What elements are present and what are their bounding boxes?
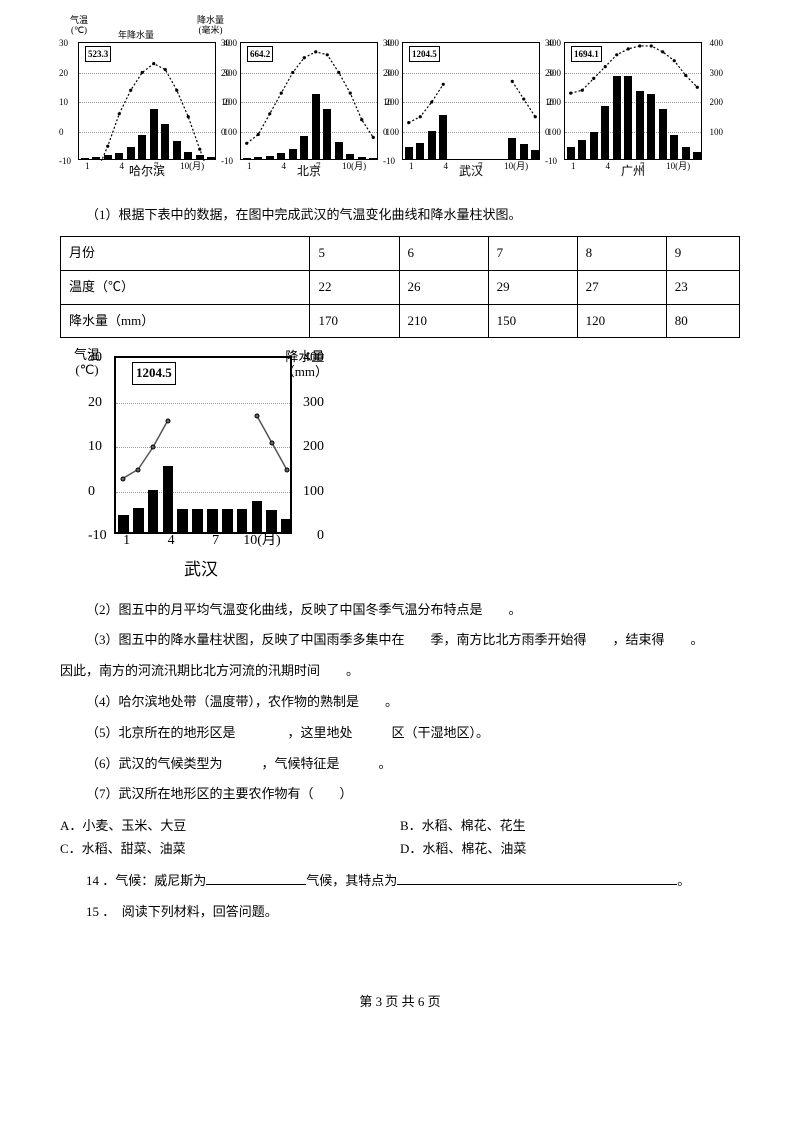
table-row: 温度（℃）2226292723 [61,270,740,304]
option-a[interactable]: A．小麦、玉米、大豆 [60,815,400,838]
y-right-tick: 0 [317,525,324,547]
y-right-tick: 400 [710,36,724,50]
annual-value: 664.2 [247,46,273,62]
annual-value: 1204.5 [409,46,440,62]
y-left-tick: 20 [545,65,554,79]
table-cell: 6 [399,236,488,270]
mini-plot: 664.23020100-1040030020010014710(月) [240,42,378,160]
y-left-tick: -10 [545,154,557,168]
y-left-tick: 30 [383,36,392,50]
option-c[interactable]: C．水稻、甜菜、油菜 [60,838,400,861]
question-1: （1）根据下表中的数据，在图中完成武汉的气温变化曲线和降水量柱状图。 [60,205,740,226]
table-cell: 29 [488,270,577,304]
table-cell: 80 [666,304,739,338]
table-cell: 9 [666,236,739,270]
mini-charts-row: 气温(℃)年降水量降水量(毫米)523.33020100-10400300200… [78,42,740,181]
table-cell: 月份 [61,236,310,270]
y-left-tick: 0 [88,481,95,503]
table-cell: 150 [488,304,577,338]
page-footer: 第 3 页 共 6 页 [60,992,740,1013]
y-right-tick: 400 [303,347,324,369]
wuhan-data-table: 月份56789温度（℃）2226292723降水量（mm）17021015012… [60,236,740,338]
y-right-tick: 300 [303,392,324,414]
question-6: （6）武汉的气候类型为 ，气候特征是 。 [60,754,740,775]
y-left-tick: 20 [88,392,102,414]
y-left-tick: 10 [88,436,102,458]
question-2: （2）图五中的月平均气温变化曲线，反映了中国冬季气温分布特点是 。 [60,600,740,621]
question-3a: （3）图五中的降水量柱状图，反映了中国雨季多集中在 季，南方比北方雨季开始得 ，… [60,630,740,651]
mini-plot: 1204.53020100-1040030020010014710(月) [402,42,540,160]
annual-value: 1694.1 [571,46,602,62]
option-b[interactable]: B．水稻、棉花、花生 [400,815,740,838]
y-right-tick: 300 [710,65,724,79]
table-cell: 22 [310,270,399,304]
y-left-tick: 0 [59,124,64,138]
table-cell: 降水量（mm） [61,304,310,338]
mini-plot: 523.33020100-1040030020010014710(月) [78,42,216,160]
y-right-tick: 100 [710,124,724,138]
temp-point [284,467,289,472]
y-left-tick: 30 [545,36,554,50]
y-left-tick: 10 [383,95,392,109]
table-cell: 8 [577,236,666,270]
big-plot-area: 1204.5 降水量（mm） 3020100-10400300200100014… [114,356,292,534]
table-cell: 温度（℃） [61,270,310,304]
annual-precip-label: 1204.5 [132,362,176,385]
mini-chart-武汉: 1204.53020100-1040030020010014710(月)武汉 [402,42,540,181]
y-right-tick: 200 [303,436,324,458]
y-right-tick: 100 [303,481,324,503]
y-left-tick: 30 [88,347,102,369]
y-left-tick: 20 [221,65,230,79]
y-left-tick: 20 [59,65,68,79]
annual-value: 523.3 [85,46,111,62]
y-left-tick: 10 [59,95,68,109]
option-d[interactable]: D．水稻、棉花、油菜 [400,838,740,861]
y-left-tick: -10 [383,154,395,168]
mini-chart-北京: 664.23020100-1040030020010014710(月)北京 [240,42,378,181]
y-left-tick: 0 [545,124,550,138]
temp-point [136,467,141,472]
y-left-tick: 10 [545,95,554,109]
question-4: （4）哈尔滨地处带（温度带），农作物的熟制是 。 [60,692,740,713]
big-chart-container: 气温(℃) 1204.5 降水量（mm） 3020100-10400300200… [78,356,740,583]
temp-point [254,414,259,419]
temp-label: 气温(℃) [70,16,88,36]
q7-options: A．小麦、玉米、大豆 B．水稻、棉花、花生 C．水稻、甜菜、油菜 D．水稻、棉花… [60,815,740,861]
y-left-tick: 0 [221,124,226,138]
y-left-tick: 20 [383,65,392,79]
precip-label: 降水量(毫米) [197,16,224,36]
y-right-tick: 200 [710,95,724,109]
annual-precip-heading: 年降水量 [118,28,154,42]
temp-point [151,445,156,450]
temp-point [269,440,274,445]
y-left-tick: 0 [383,124,388,138]
big-chart-city: 武汉 [184,556,328,583]
y-left-tick: -10 [221,154,233,168]
table-row: 月份56789 [61,236,740,270]
table-cell: 27 [577,270,666,304]
temp-point [121,476,126,481]
table-cell: 26 [399,270,488,304]
question-14: 14 ．气候：威尼斯为气候，其特点为。 [60,871,740,892]
table-cell: 7 [488,236,577,270]
y-left-tick: -10 [88,525,107,547]
table-cell: 210 [399,304,488,338]
question-15: 15 ． 阅读下列材料，回答问题。 [60,902,740,923]
table-row: 降水量（mm）17021015012080 [61,304,740,338]
mini-plot: 1694.13020100-1040030020010014710(月) [564,42,702,160]
question-5: （5）北京所在的地形区是 ，这里地处 区（干湿地区）。 [60,723,740,744]
question-7: （7）武汉所在地形区的主要农作物有（ ） [60,784,740,805]
y-left-tick: 30 [221,36,230,50]
temp-point [165,418,170,423]
table-cell: 170 [310,304,399,338]
table-cell: 5 [310,236,399,270]
mini-chart-哈尔滨: 气温(℃)年降水量降水量(毫米)523.33020100-10400300200… [78,42,216,181]
y-left-tick: -10 [59,154,71,168]
table-cell: 120 [577,304,666,338]
mini-chart-广州: 1694.13020100-1040030020010014710(月)广州 [564,42,702,181]
y-left-tick: 10 [221,95,230,109]
question-3b: 因此，南方的河流汛期比北方河流的汛期时间 。 [60,661,740,682]
table-cell: 23 [666,270,739,304]
y-left-tick: 30 [59,36,68,50]
